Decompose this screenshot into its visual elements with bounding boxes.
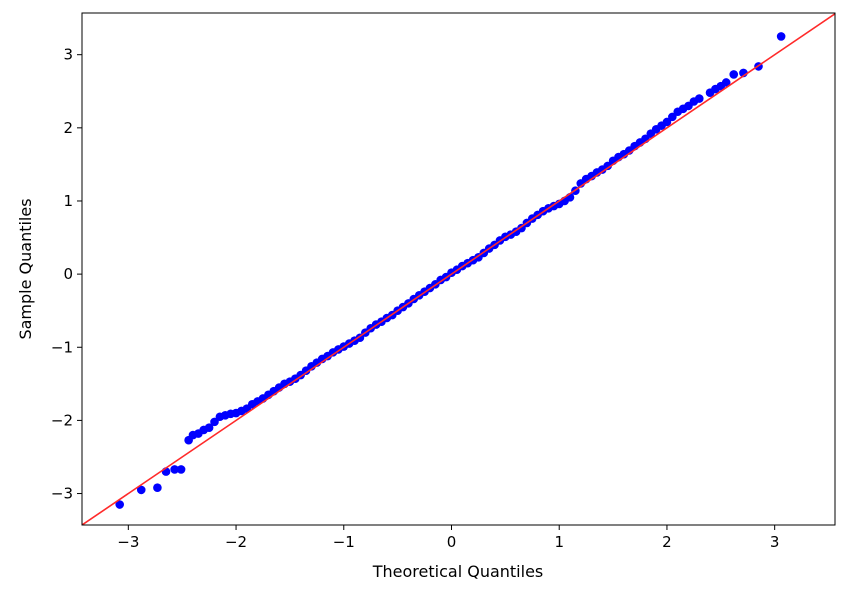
- data-point: [170, 465, 179, 474]
- y-tick-label: −3: [51, 485, 73, 503]
- reference-line: [82, 13, 835, 525]
- data-point: [694, 94, 704, 103]
- x-tick-label: −1: [333, 533, 355, 551]
- data-point: [136, 485, 146, 495]
- data-point: [176, 465, 186, 474]
- data-point: [603, 161, 612, 171]
- data-point: [662, 117, 672, 127]
- x-tick-label: 1: [554, 533, 564, 551]
- y-tick-label: 0: [63, 265, 73, 283]
- y-axis: −3 −2 −1 0 1 2 3: [51, 46, 82, 503]
- data-point: [668, 112, 677, 122]
- x-tick-label: 0: [447, 533, 457, 551]
- y-tick-label: 1: [63, 192, 73, 210]
- x-axis-label: Theoretical Quantiles: [372, 562, 544, 581]
- x-tick-label: 2: [662, 533, 672, 551]
- x-tick-label: −2: [225, 533, 247, 551]
- y-tick-label: 2: [63, 119, 73, 137]
- y-tick-label: −2: [51, 411, 73, 429]
- plot-frame: [81, 12, 836, 526]
- y-tick-label: 3: [63, 46, 73, 64]
- data-point: [729, 70, 739, 79]
- data-point: [210, 417, 219, 427]
- data-point: [721, 78, 731, 87]
- x-tick-label: −3: [117, 533, 139, 551]
- data-point: [153, 483, 162, 492]
- data-point: [776, 32, 786, 41]
- data-point: [115, 500, 125, 509]
- x-axis: −3 −2 −1 0 1 2 3: [117, 525, 779, 551]
- x-tick-label: 3: [770, 533, 780, 551]
- y-axis-label: Sample Quantiles: [16, 198, 35, 339]
- plot-marks: [82, 13, 835, 525]
- y-tick-label: −1: [51, 338, 73, 356]
- data-point: [204, 423, 214, 433]
